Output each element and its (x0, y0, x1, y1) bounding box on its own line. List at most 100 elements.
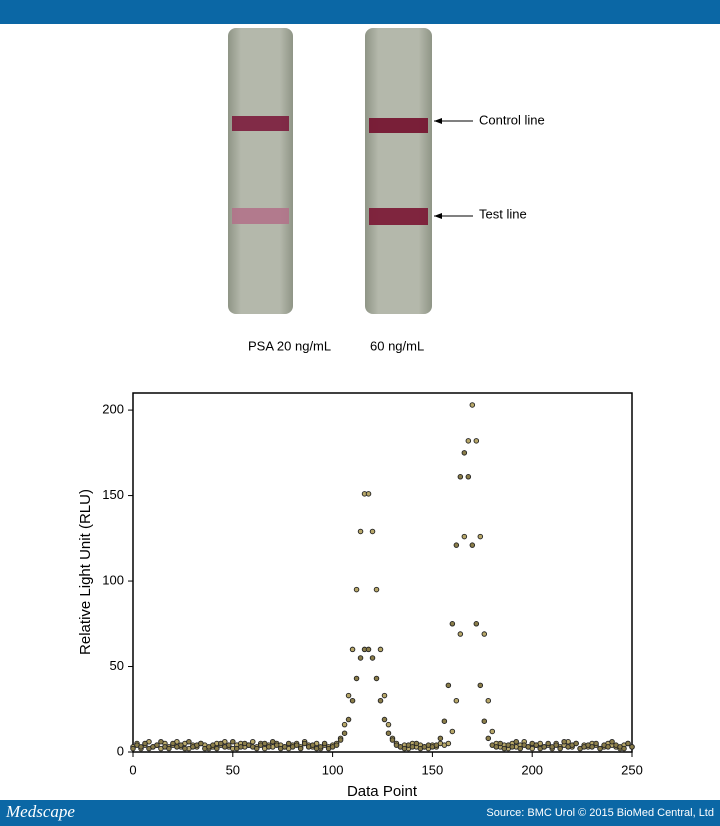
data-point (377, 646, 384, 653)
data-point (226, 742, 232, 748)
data-point (453, 697, 460, 704)
source: Source: BMC Urol © 2015 BioMed Central, … (486, 807, 714, 819)
data-point (273, 742, 280, 748)
data-point (365, 646, 372, 653)
data-point (345, 716, 352, 723)
data-point (513, 738, 519, 745)
data-point (357, 528, 364, 535)
data-point (345, 692, 352, 699)
data-point (501, 745, 508, 752)
data-point (365, 491, 372, 497)
data-point (433, 742, 440, 748)
data-point (297, 745, 304, 752)
footer-bar (0, 800, 720, 826)
line-label: Control line (479, 112, 545, 127)
y-axis-label: Relative Light Unit (RLU) (77, 489, 94, 655)
test-strip (365, 28, 432, 314)
data-point (250, 738, 256, 745)
data-point (301, 740, 308, 747)
data-point (413, 740, 420, 747)
y-tick-label: 50 (110, 658, 124, 673)
y-tick-label: 100 (102, 572, 124, 587)
data-point (437, 735, 444, 742)
data-point (517, 745, 523, 752)
data-point (389, 737, 396, 743)
data-point (341, 721, 348, 728)
data-point (281, 744, 288, 750)
data-point (485, 735, 492, 742)
x-tick-label: 200 (521, 762, 543, 777)
data-point (353, 675, 360, 682)
data-point (265, 744, 272, 750)
data-point (349, 646, 356, 653)
strip-label: PSA 20 ng/mL (248, 338, 331, 353)
data-point (349, 697, 356, 704)
data-point (409, 744, 416, 750)
data-point (154, 742, 160, 748)
data-point (609, 738, 615, 745)
test-band (369, 208, 428, 225)
data-point (477, 533, 484, 540)
data-point (182, 745, 188, 752)
data-point (477, 682, 484, 689)
data-point (377, 697, 384, 704)
data-point (269, 738, 276, 745)
line-label: Test line (479, 206, 527, 221)
brand: Medscape (5, 802, 75, 821)
control-band (232, 116, 289, 131)
data-point (138, 744, 144, 750)
data-point (461, 450, 468, 456)
data-point (449, 728, 456, 735)
header-bar (0, 0, 720, 24)
data-point (485, 697, 492, 704)
x-tick-label: 50 (226, 762, 240, 777)
data-point (210, 742, 216, 748)
data-point (381, 692, 388, 699)
data-point (589, 744, 595, 750)
data-point (497, 740, 504, 747)
x-tick-label: 100 (322, 762, 344, 777)
data-point (373, 675, 380, 682)
data-point (541, 744, 547, 750)
y-tick-label: 200 (102, 402, 124, 417)
data-point (369, 528, 376, 535)
data-point (481, 718, 488, 724)
data-point (465, 438, 472, 444)
control-band (369, 118, 428, 133)
data-point (285, 740, 292, 747)
data-point (254, 745, 260, 752)
data-point (597, 745, 603, 752)
data-point (385, 730, 392, 736)
data-point (621, 745, 627, 752)
data-point (453, 542, 460, 548)
data-point (481, 631, 488, 637)
data-point (625, 740, 631, 747)
data-point (261, 740, 268, 747)
data-point (473, 438, 480, 444)
test-strip (228, 28, 293, 314)
data-point (218, 740, 224, 747)
data-point (489, 728, 496, 735)
data-point (333, 742, 340, 748)
data-point (401, 745, 408, 752)
data-point (593, 740, 599, 747)
data-point (341, 730, 348, 736)
strip-label: 60 ng/mL (370, 338, 424, 353)
data-point (573, 740, 579, 747)
data-point (469, 402, 476, 408)
x-tick-label: 250 (621, 762, 643, 777)
data-point (142, 740, 148, 747)
plot-frame (132, 392, 633, 753)
data-point (353, 586, 360, 593)
x-tick-label: 0 (129, 762, 136, 777)
data-point (553, 742, 559, 748)
data-point (293, 742, 300, 748)
data-point (461, 533, 468, 540)
data-point (198, 740, 204, 747)
data-point (385, 721, 392, 728)
data-point (373, 586, 380, 593)
data-point (178, 742, 184, 748)
data-point (469, 542, 476, 548)
